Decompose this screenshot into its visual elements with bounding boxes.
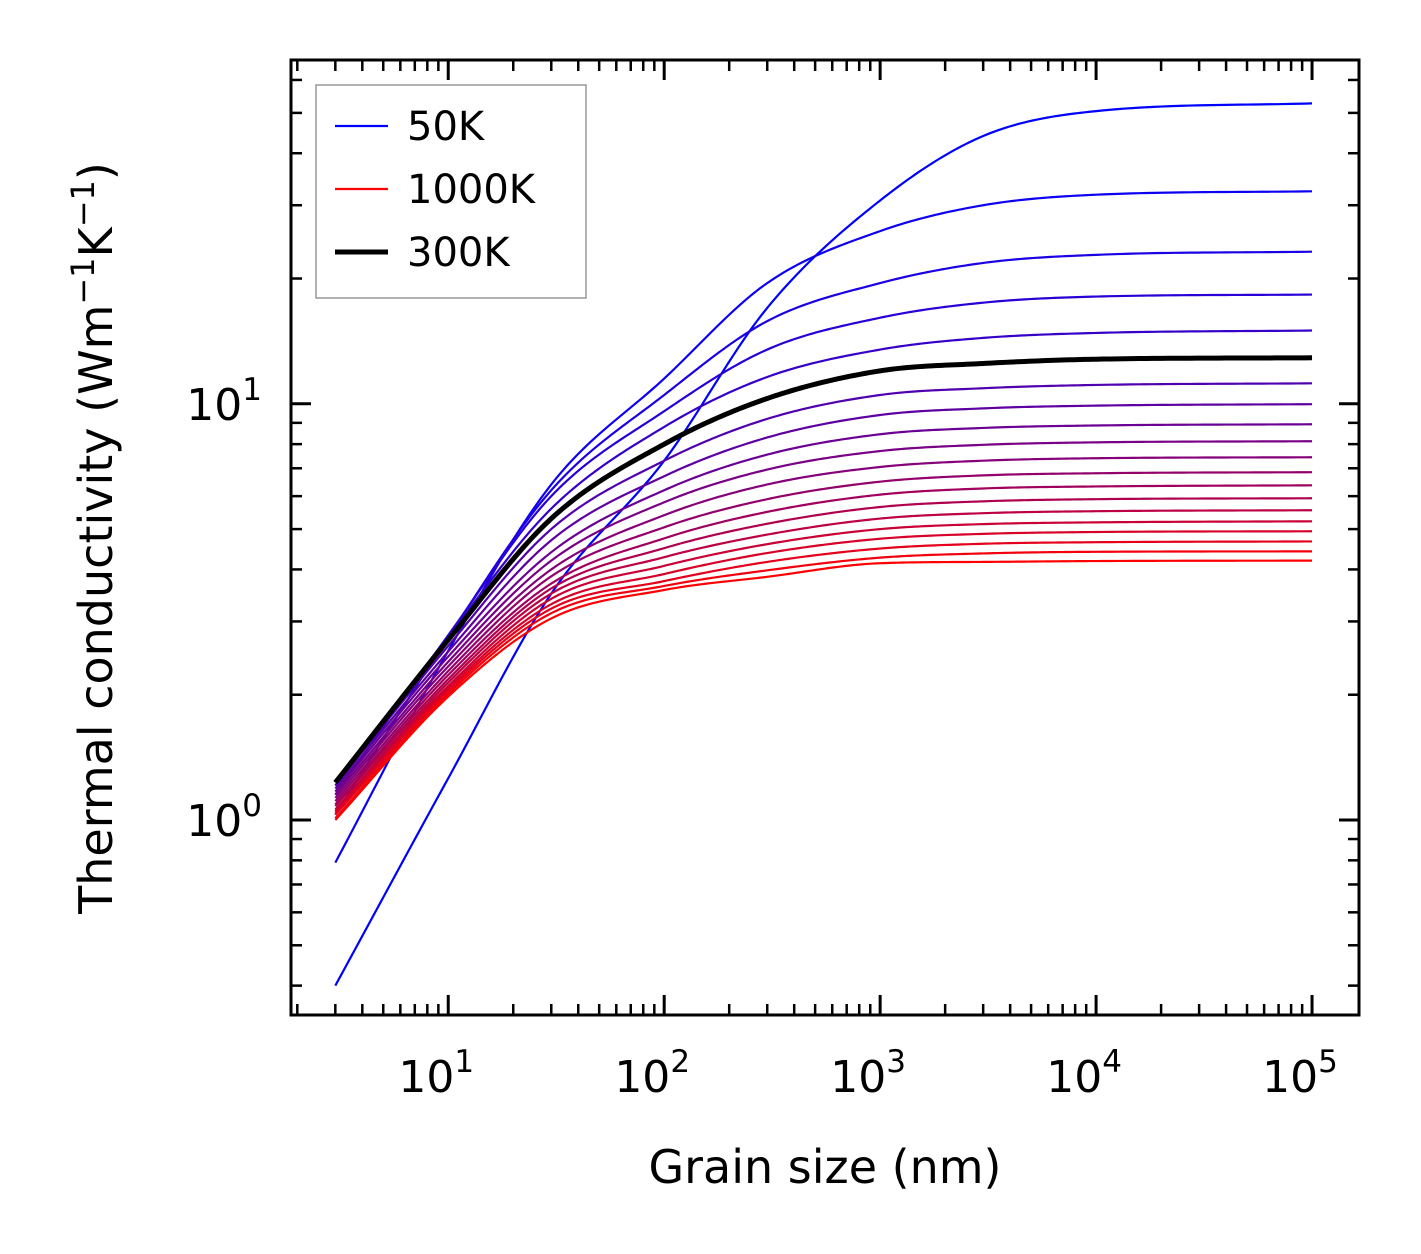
series-line-850K [334, 530, 1313, 814]
series-line-450K [334, 423, 1313, 793]
y-label-exp2: −1 [64, 180, 102, 227]
x-tick-base: 10 [830, 1052, 886, 1103]
x-axis-label: Grain size (nm) [649, 1140, 1002, 1194]
y-tick-exp: 0 [242, 788, 262, 824]
series-line-350K [334, 382, 1313, 787]
x-tick-exp: 2 [670, 1044, 690, 1080]
series-line-250K [334, 329, 1313, 787]
series-line-50K [334, 102, 1313, 987]
legend: 50K 1000K 300K [315, 84, 587, 299]
legend-label-300K: 300K [407, 230, 511, 276]
legend-label-50K: 50K [407, 104, 486, 150]
series-line-200K [334, 293, 1313, 796]
series-line-800K [334, 520, 1313, 812]
x-tick-label: 101 [398, 1044, 474, 1103]
x-tick-base: 10 [1046, 1052, 1102, 1103]
y-label-unit-k: K [69, 225, 123, 257]
x-tick-label: 104 [1046, 1044, 1122, 1103]
x-tick-exp: 4 [1102, 1044, 1122, 1080]
series-line-900K [334, 540, 1313, 816]
y-label-close: ) [69, 162, 123, 180]
series-line-550K [334, 456, 1313, 799]
legend-box [315, 84, 587, 299]
y-tick-exp: 1 [242, 372, 262, 408]
legend-label-1000K: 1000K [407, 167, 537, 213]
x-tick-label: 102 [614, 1044, 690, 1103]
x-tick-base: 10 [398, 1052, 454, 1103]
y-axis-label-text: Thermal conductivity (Wm−1K−1) [64, 162, 123, 915]
y-tick-base: 10 [186, 380, 242, 431]
y-axis-label: Thermal conductivity (Wm−1K−1) [64, 162, 123, 915]
x-tick-base: 10 [614, 1052, 670, 1103]
series-line-1000K [334, 559, 1313, 821]
series-line-700K [334, 497, 1313, 807]
x-tick-base: 10 [1262, 1052, 1318, 1103]
x-tick-label: 103 [830, 1044, 906, 1103]
y-tick-label: 101 [186, 372, 262, 431]
series-line-300K [333, 355, 1313, 785]
x-tick-labels: 101 102 103 104 105 [398, 1044, 1338, 1103]
axis-ticks [291, 60, 1359, 1015]
highlight-series [333, 355, 1313, 785]
series-line-650K [334, 484, 1313, 806]
series-line-500K [334, 440, 1313, 796]
x-tick-exp: 3 [886, 1044, 906, 1080]
series-line-400K [334, 403, 1313, 790]
y-label-exp1: −1 [64, 257, 102, 304]
series-lines [334, 102, 1313, 987]
plot-frame [289, 58, 1361, 1017]
series-line-950K [334, 550, 1313, 819]
y-tick-base: 10 [186, 796, 242, 847]
y-tick-label: 100 [186, 788, 262, 847]
y-label-main: Thermal conductivity (Wm [69, 305, 123, 915]
x-tick-exp: 5 [1318, 1044, 1338, 1080]
series-line-750K [334, 509, 1313, 811]
x-tick-exp: 1 [454, 1044, 474, 1080]
x-tick-label: 105 [1262, 1044, 1338, 1103]
series-line-600K [334, 471, 1313, 802]
